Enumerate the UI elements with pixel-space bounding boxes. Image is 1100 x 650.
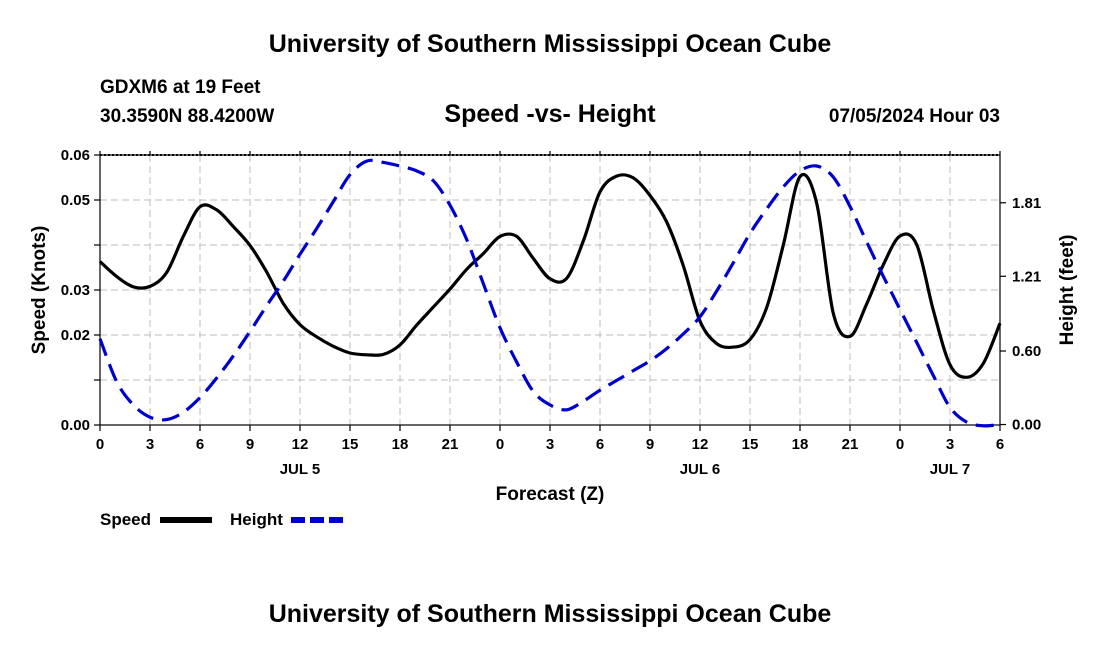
tick-labels: 0 3 6 9 12 15 18 21 0 3 6 9 12 15 18 21 0 3 6 JUL 5 JUL 6 JUL… xyxy=(61,147,1041,478)
series-lines xyxy=(98,158,1002,428)
y-axis-left-title: Speed (Knots) xyxy=(29,226,50,355)
x-tick-label: 15 xyxy=(742,436,759,453)
chart-title: Speed -vs- Height xyxy=(444,100,656,128)
x-tick-label: 21 xyxy=(842,436,859,453)
y-left-tick-label: 0.02 xyxy=(61,327,90,344)
x-tick-label: 6 xyxy=(996,436,1004,453)
x-tick-label: 12 xyxy=(692,436,709,453)
legend-height-label: Height xyxy=(230,510,283,529)
x-tick-label: 3 xyxy=(946,436,954,453)
coordinates-label: 30.3590N 88.4200W xyxy=(100,106,275,127)
day-label: JUL 7 xyxy=(930,461,971,478)
x-tick-label: 0 xyxy=(896,436,904,453)
footer-title: University of Southern Mississippi Ocean… xyxy=(268,600,832,628)
day-label: JUL 5 xyxy=(280,461,321,478)
y-right-tick-label: 1.81 xyxy=(1012,195,1041,212)
day-label: JUL 6 xyxy=(680,461,721,478)
x-tick-label: 3 xyxy=(146,436,154,453)
y-right-tick-label: 0.60 xyxy=(1012,343,1041,360)
x-tick-label: 6 xyxy=(596,436,604,453)
station-label: GDXM6 at 19 Feet xyxy=(100,77,261,98)
y-right-tick-label: 1.21 xyxy=(1012,268,1041,285)
y-right-tick-label: 0.00 xyxy=(1012,417,1041,434)
legend-speed-label: Speed xyxy=(100,510,152,529)
legend-speed-swatch xyxy=(160,517,212,523)
chart-svg: 0 3 6 9 12 15 18 21 0 3 6 9 12 15 18 21 0 3 6 JUL 5 JUL 6 JUL… xyxy=(29,147,1078,505)
x-tick-label: 9 xyxy=(246,436,254,453)
page-title: University of Southern Mississippi Ocean… xyxy=(268,30,832,58)
y-left-tick-label: 0.06 xyxy=(61,147,90,164)
x-tick-label: 0 xyxy=(496,436,504,453)
x-tick-label: 6 xyxy=(196,436,204,453)
legend-height-swatch xyxy=(291,517,343,523)
y-left-tick-label: 0.05 xyxy=(61,192,90,209)
x-tick-label: 18 xyxy=(792,436,809,453)
series-line-speed xyxy=(98,172,1002,379)
x-tick-label: 21 xyxy=(442,436,459,453)
y-left-tick-label: 0.00 xyxy=(61,417,90,434)
series-line-height xyxy=(98,158,1001,428)
datetime-label: 07/05/2024 Hour 03 xyxy=(828,106,1000,127)
x-tick-label: 15 xyxy=(342,436,359,453)
x-tick-label: 9 xyxy=(646,436,654,453)
y-left-tick-label: 0.03 xyxy=(61,282,90,299)
x-tick-label: 3 xyxy=(546,436,554,453)
x-tick-label: 18 xyxy=(392,436,409,453)
x-axis-title: Forecast (Z) xyxy=(496,484,605,505)
x-tick-label: 0 xyxy=(96,436,104,453)
grid-lines xyxy=(100,155,1000,425)
axis-ticks xyxy=(94,151,1006,431)
x-tick-label: 12 xyxy=(292,436,309,453)
y-axis-right-title: Height (feet) xyxy=(1057,235,1078,346)
